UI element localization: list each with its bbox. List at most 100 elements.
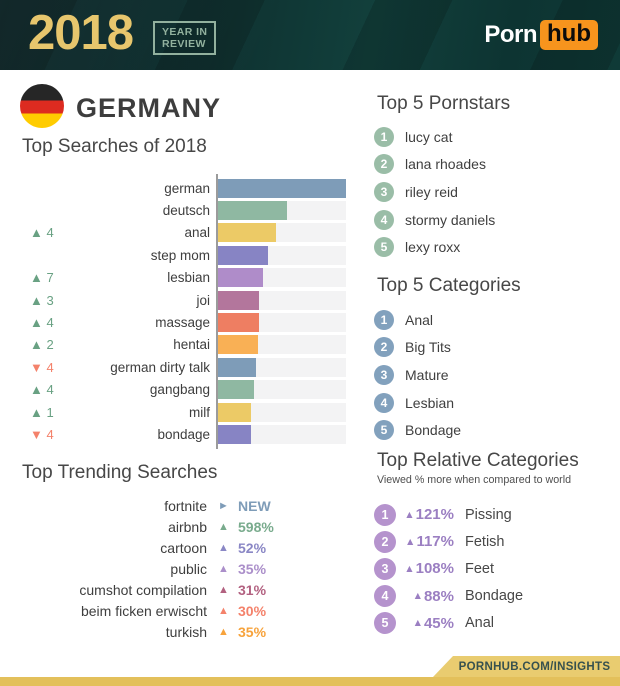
trending-row: fortnite ► NEW — [22, 495, 322, 516]
bar — [218, 290, 259, 310]
category-name: Lesbian — [405, 394, 455, 411]
up-arrow-icon: ▲ — [405, 535, 416, 548]
search-row: ▲ 4 gangbang — [22, 379, 346, 401]
top-relative-title: Top Relative Categories — [377, 450, 579, 471]
bar-track — [218, 357, 346, 377]
rank-badge: 3 — [374, 557, 396, 580]
search-row: ▲ 7 lesbian — [22, 267, 346, 289]
trending-value: 52% — [238, 539, 267, 556]
bar-track — [218, 313, 346, 333]
search-term: anal — [184, 225, 210, 241]
up-arrow-icon: ▲ — [404, 562, 415, 575]
trending-stat: ▲ 30% — [207, 603, 266, 619]
search-row: ▲ 3 joi — [22, 289, 346, 311]
rank-badge: 2 — [374, 154, 394, 175]
search-row: ▲ 1 milf — [22, 401, 346, 423]
list-item: 5 ▲ 45% Anal — [374, 610, 604, 637]
search-term: lesbian — [167, 270, 210, 286]
relative-stat: ▲ 117% — [396, 533, 454, 550]
list-item: 3 riley reid — [374, 178, 604, 206]
top-categories-list: 1 Anal 2 Big Tits 3 Mature 4 Lesbian 5 B… — [374, 306, 604, 444]
rank-change: ▲ 3 — [30, 292, 54, 308]
trending-term: cumshot compilation — [79, 581, 207, 598]
relative-category-name: Pissing — [465, 506, 512, 523]
year-in-review-line1: YEAR IN — [162, 26, 208, 38]
trending-term: cartoon — [160, 539, 207, 556]
trending-stat: ▲ 52% — [207, 540, 266, 556]
search-term: joi — [196, 292, 210, 308]
list-item: 4 Lesbian — [374, 389, 604, 417]
bar-track — [218, 402, 346, 422]
category-name: Bondage — [405, 422, 462, 439]
trending-term: fortnite — [164, 497, 207, 514]
trending-stat: ► NEW — [207, 498, 271, 514]
trending-term: public — [170, 560, 207, 577]
relative-category-name: Anal — [465, 615, 495, 632]
search-row: ▼ 4 bondage — [22, 423, 346, 445]
bar — [218, 313, 259, 333]
relative-stat: ▲ 121% — [396, 506, 454, 523]
top-relative-subtitle: Viewed % more when compared to world — [377, 474, 572, 486]
relative-category-name: Fetish — [465, 533, 505, 550]
insights-link-ribbon: PORNHUB.COM/INSIGHTS — [433, 656, 620, 677]
trend-indicator-icon: ► — [218, 499, 229, 512]
trending-value: 598% — [238, 518, 274, 535]
bar-track — [218, 201, 346, 221]
bar-track — [218, 178, 346, 198]
pornstar-name: lucy cat — [405, 128, 453, 145]
list-item: 4 stormy daniels — [374, 206, 604, 234]
bar — [218, 178, 346, 198]
trend-indicator-icon: ▲ — [218, 520, 229, 533]
search-term: bondage — [157, 426, 210, 442]
search-term: deutsch — [162, 203, 210, 219]
top-pornstars-title: Top 5 Pornstars — [377, 93, 511, 114]
bar-track — [218, 335, 346, 355]
relative-stat: ▲ 108% — [396, 560, 454, 577]
top-trending-title: Top Trending Searches — [22, 462, 218, 483]
category-name: Mature — [405, 366, 449, 383]
germany-flag-icon — [20, 84, 64, 128]
category-name: Anal — [405, 311, 434, 328]
top-searches-chart: german deutsch ▲ 4 anal step mom ▲ 7 les… — [22, 174, 346, 449]
search-term: german dirty talk — [110, 359, 210, 375]
search-row: deutsch — [22, 199, 346, 221]
search-term: gangbang — [149, 382, 210, 398]
bar — [218, 402, 252, 422]
trend-indicator-icon: ▲ — [218, 604, 229, 617]
trending-row: public ▲ 35% — [22, 558, 322, 579]
relative-category-name: Bondage — [465, 588, 524, 605]
trending-value: NEW — [238, 497, 271, 514]
list-item: 1 Anal — [374, 306, 604, 334]
list-item: 2 Big Tits — [374, 334, 604, 362]
up-arrow-icon: ▲ — [404, 508, 415, 521]
list-item: 1 ▲ 121% Pissing — [374, 501, 604, 528]
rank-change: ▼ 4 — [30, 426, 54, 442]
search-term: milf — [189, 404, 210, 420]
search-row: ▲ 4 anal — [22, 222, 346, 244]
country-title: GERMANY — [76, 93, 222, 123]
rank-badge: 3 — [374, 364, 394, 385]
top-trending-list: fortnite ► NEW airbnb ▲ 598% cartoon ▲ 5… — [22, 495, 322, 642]
pornhub-logo: Porn hub — [484, 20, 598, 50]
rank-change: ▲ 7 — [30, 270, 54, 286]
rank-badge: 4 — [374, 209, 394, 230]
rank-change: ▲ 4 — [30, 225, 54, 241]
rank-badge: 5 — [374, 420, 394, 441]
category-name: Big Tits — [405, 339, 451, 356]
pornstar-name: lexy roxx — [405, 239, 461, 256]
top-relative-list: 1 ▲ 121% Pissing 2 ▲ 117% Fetish 3 ▲ 108… — [374, 501, 604, 637]
trending-stat: ▲ 35% — [207, 624, 266, 640]
trend-indicator-icon: ▲ — [218, 583, 229, 596]
bar-track — [218, 245, 346, 265]
bar — [218, 357, 257, 377]
rank-badge: 5 — [374, 237, 394, 258]
search-row: step mom — [22, 244, 346, 266]
trending-row: airbnb ▲ 598% — [22, 516, 322, 537]
trending-value: 30% — [238, 602, 267, 619]
search-term: hentai — [173, 337, 210, 353]
trending-value: 31% — [238, 581, 267, 598]
trending-row: beim ficken erwischt ▲ 30% — [22, 600, 322, 621]
bar — [218, 201, 288, 221]
relative-percent: 117% — [416, 533, 454, 551]
